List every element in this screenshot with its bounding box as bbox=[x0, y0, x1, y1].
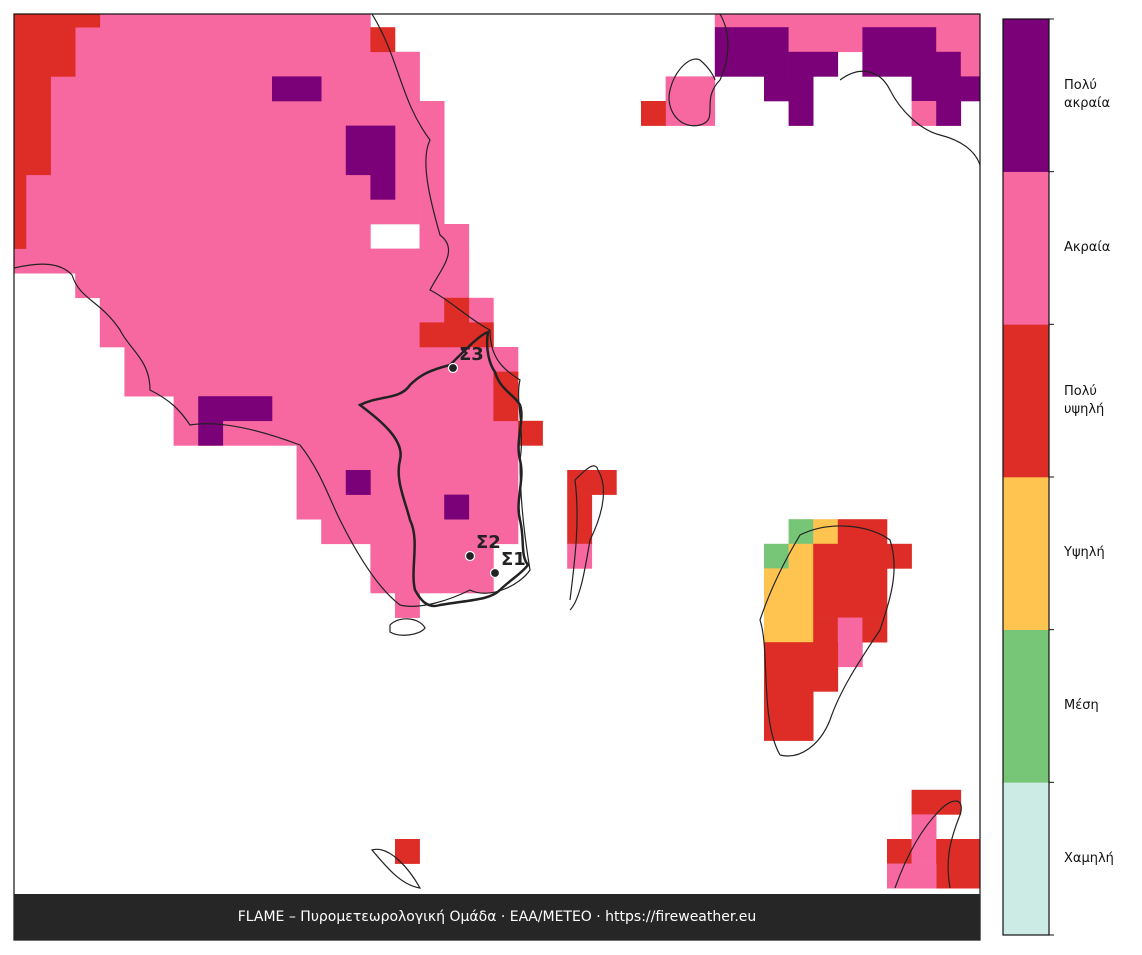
legend-label: Υψηλή bbox=[1064, 545, 1105, 561]
legend-swatch bbox=[1003, 477, 1049, 630]
danger-grid bbox=[14, 14, 980, 889]
danger-cell bbox=[198, 420, 224, 446]
danger-cell bbox=[764, 666, 839, 692]
danger-cell bbox=[788, 51, 839, 77]
danger-cell bbox=[788, 101, 814, 126]
legend-swatch bbox=[1003, 324, 1049, 478]
danger-cell bbox=[788, 27, 863, 53]
legend-swatch bbox=[1003, 19, 1049, 172]
danger-cell bbox=[813, 568, 888, 618]
danger-cell bbox=[837, 519, 888, 545]
danger-cell bbox=[764, 76, 814, 102]
region-boundary bbox=[357, 330, 530, 608]
danger-cell bbox=[567, 470, 617, 495]
footer-band bbox=[14, 894, 980, 940]
danger-cell bbox=[764, 568, 814, 643]
danger-cell bbox=[370, 27, 396, 53]
legend-label: Μέση bbox=[1064, 698, 1099, 713]
legend-swatch bbox=[1003, 629, 1049, 783]
colorbar bbox=[1002, 18, 1054, 936]
legend-swatch bbox=[1003, 171, 1049, 325]
danger-cell bbox=[936, 101, 962, 126]
station-dot bbox=[489, 567, 501, 579]
danger-cell bbox=[321, 519, 519, 545]
legend-swatch bbox=[1003, 782, 1049, 936]
legend-label: Πολύ υψηλή bbox=[1064, 383, 1105, 417]
danger-cell bbox=[813, 617, 839, 643]
danger-cell bbox=[75, 248, 470, 299]
danger-cell bbox=[936, 839, 980, 889]
danger-cell bbox=[813, 519, 839, 545]
danger-cell bbox=[518, 420, 543, 446]
station-label: Σ3 bbox=[459, 344, 484, 365]
danger-cell bbox=[198, 396, 273, 422]
footer: FLAME – Πυρομετεωρολογική Ομάδα · ΕΑΑ/ME… bbox=[237, 909, 757, 925]
danger-cell bbox=[862, 27, 937, 77]
danger-cell bbox=[936, 27, 980, 53]
danger-cell bbox=[837, 617, 863, 668]
danger-cell bbox=[764, 543, 789, 569]
danger-cell bbox=[14, 174, 27, 249]
danger-cell bbox=[567, 543, 593, 569]
danger-cell bbox=[960, 51, 980, 77]
danger-cell bbox=[345, 125, 396, 176]
danger-cell bbox=[911, 789, 962, 815]
danger-cell bbox=[911, 76, 980, 102]
danger-cell bbox=[887, 839, 912, 864]
danger-cell bbox=[444, 494, 470, 520]
danger-cell bbox=[788, 519, 814, 545]
danger-cell bbox=[714, 14, 980, 28]
coastlines bbox=[14, 14, 980, 889]
legend-label: Ακραία bbox=[1064, 240, 1111, 255]
legend-label: Πολύ ακραία bbox=[1064, 78, 1111, 112]
colorbar-frame bbox=[1002, 18, 1050, 936]
danger-cell bbox=[14, 14, 101, 28]
station-dot bbox=[447, 362, 459, 374]
station-label: Σ2 bbox=[476, 532, 501, 553]
danger-cell bbox=[887, 863, 937, 889]
danger-cell bbox=[764, 642, 839, 668]
legend-label: Χαμηλή bbox=[1064, 850, 1114, 866]
station-dot bbox=[464, 550, 476, 562]
danger-cell bbox=[272, 76, 322, 102]
danger-cell bbox=[813, 543, 912, 569]
danger-cell bbox=[714, 27, 789, 77]
danger-cell bbox=[14, 27, 76, 77]
danger-cell bbox=[395, 593, 420, 618]
danger-cell bbox=[567, 494, 593, 545]
station-label: Σ1 bbox=[501, 549, 526, 570]
danger-cell bbox=[370, 174, 396, 200]
danger-cell bbox=[665, 76, 716, 126]
danger-cell bbox=[14, 76, 51, 176]
danger-cell bbox=[936, 51, 962, 77]
danger-cell bbox=[641, 101, 666, 126]
danger-cell bbox=[345, 470, 371, 495]
